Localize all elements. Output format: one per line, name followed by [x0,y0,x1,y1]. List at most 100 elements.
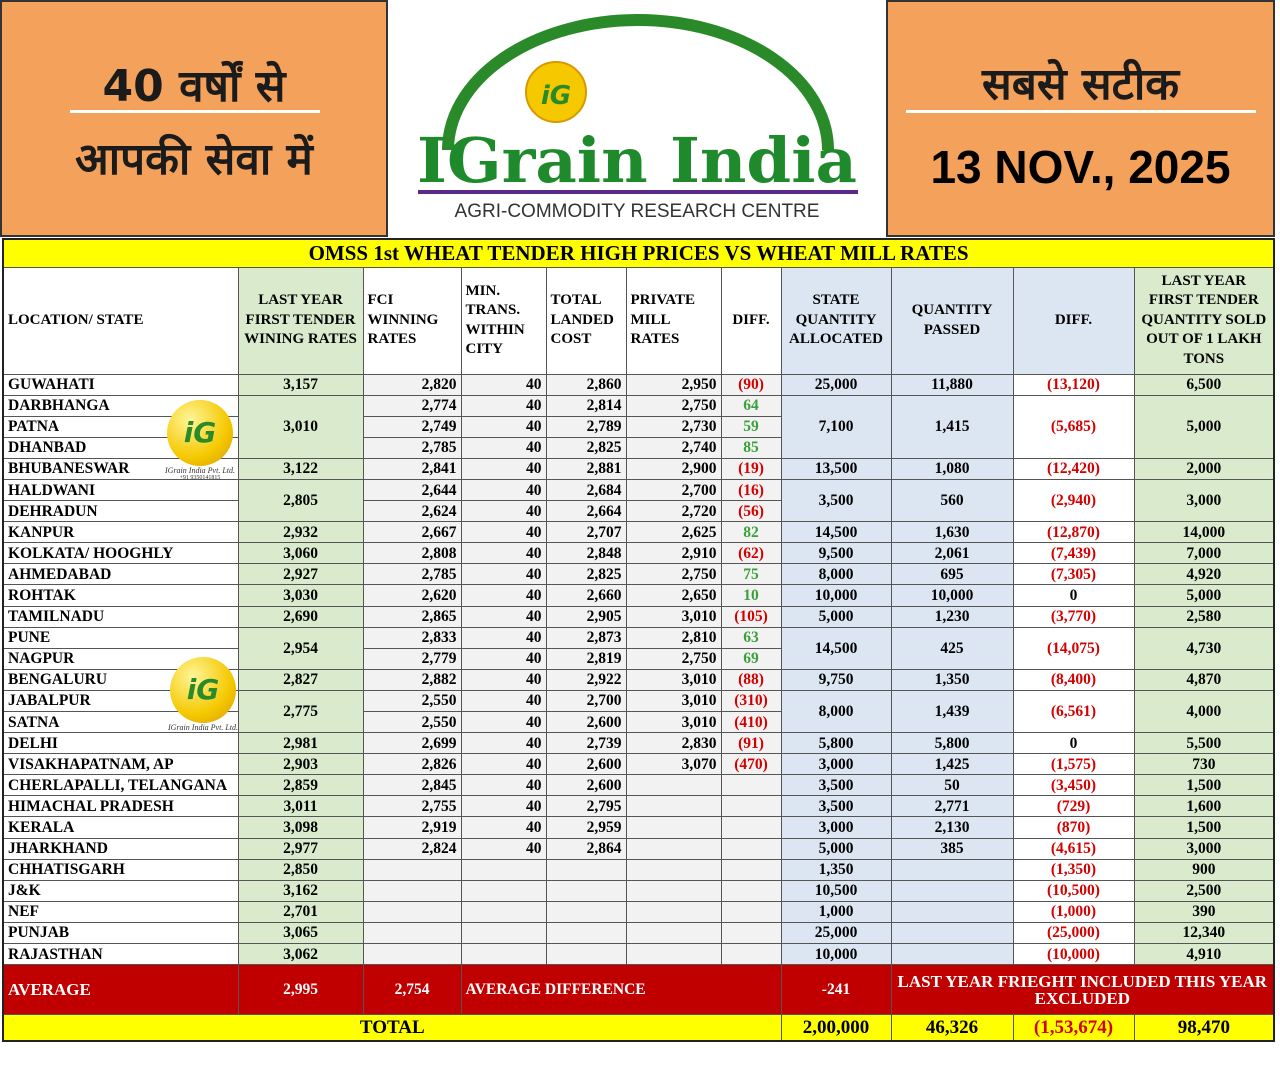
last-year-rate: 3,122 [237,457,364,480]
logo-art: iG IGrain India AGRI-COMMODITY RESEARCH … [417,14,858,222]
rate-diff: 75 [720,563,782,586]
private-rate [625,900,722,923]
last-year-rate: 3,162 [237,879,364,902]
average-fci: 2,754 [362,964,462,1016]
table-title: OMSS 1st WHEAT TENDER HIGH PRICES VS WHE… [2,238,1275,268]
last-year-rate: 2,903 [237,753,364,776]
quantity-passed: 1,350 [890,668,1014,691]
rate-diff: (90) [720,373,782,396]
transport: 40 [460,689,547,713]
transport [460,921,547,945]
last-year-sold: 4,910 [1133,943,1275,966]
state-quantity: 1,000 [780,900,892,923]
transport [460,879,547,902]
quantity-diff: 0 [1012,732,1135,755]
rates-table: OMSS 1st WHEAT TENDER HIGH PRICES VS WHE… [2,238,1276,1042]
private-rate [625,921,722,945]
private-rate [625,795,722,818]
last-year-rate: 2,927 [237,563,364,586]
transport: 40 [460,647,547,670]
transport: 40 [460,394,547,417]
last-year-sold: 900 [1133,858,1275,881]
landed-cost: 2,789 [545,415,627,438]
quantity-passed: 1,439 [890,689,1014,734]
private-rate: 2,750 [625,394,722,417]
quantity-diff: (729) [1012,795,1135,818]
header-row: LOCATION/ STATE LAST YEAR FIRST TENDER WI… [2,266,1275,375]
quantity-diff: (4,615) [1012,837,1135,860]
data-row: CHERLAPALLI, TELANGANA 2,859 2,845 40 2,600 3… [2,774,1275,797]
landed-cost [545,900,627,923]
quantity-diff: (7,439) [1012,542,1135,565]
location: PUNE [2,626,239,649]
quantity-diff: (3,770) [1012,605,1135,628]
state-quantity: 3,000 [780,816,892,839]
landed-cost [545,858,627,881]
rate-diff: 10 [720,584,782,607]
landed-cost: 2,795 [545,795,627,818]
last-year-rate: 2,805 [237,478,364,523]
quantity-diff: (14,075) [1012,626,1135,670]
average-label: AVERAGE [2,964,239,1016]
watermark-badge: iG [170,657,236,723]
last-year-rate: 2,932 [237,521,364,544]
quantity-passed: 2,130 [890,816,1014,839]
data-row: TAMILNADU 2,690 2,865 40 2,905 3,010 (105) 5,00… [2,605,1275,628]
quantity-passed [890,858,1014,881]
private-rate [625,774,722,797]
fci-rate: 2,820 [362,373,462,396]
landed-cost: 2,959 [545,816,627,839]
last-year-rate: 3,157 [237,373,364,396]
last-year-sold: 4,870 [1133,668,1275,691]
fci-rate: 2,785 [362,563,462,586]
total-label: TOTAL [2,1014,782,1042]
data-row: VISAKHAPATNAM, AP 2,903 2,826 40 2,600 3,070(… [2,753,1275,776]
quantity-diff: (6,561) [1012,689,1135,734]
fci-rate [362,921,462,945]
report-date: 13 NOV., 2025 [930,141,1231,193]
column-header: MIN. TRANS. WITHIN CITY [460,266,547,375]
landed-cost: 2,881 [545,457,627,480]
logo-badge: iG [541,81,571,111]
fci-rate: 2,620 [362,584,462,607]
fci-rate: 2,824 [362,837,462,860]
location: RAJASTHAN [2,943,239,966]
logo-arc [442,14,834,151]
quantity-diff: (7,305) [1012,563,1135,586]
average-rate: 2,995 [237,964,364,1016]
location: NEF [2,900,239,923]
quantity-diff: (1,350) [1012,858,1135,881]
location: AHMEDABAD [2,563,239,586]
quantity-diff: (3,450) [1012,774,1135,797]
landed-cost: 2,814 [545,394,627,417]
quantity-diff: (25,000) [1012,921,1135,945]
transport [460,900,547,923]
rate-diff: (62) [720,542,782,565]
last-year-rate: 2,859 [237,774,364,797]
column-header: FCI WINNING RATES [362,266,462,375]
last-year-sold: 14,000 [1133,521,1275,544]
private-rate: 2,810 [625,626,722,649]
total-diff: (1,53,674) [1012,1014,1135,1042]
transport: 40 [460,605,547,628]
data-row: PUNE 2,954 2,833 40 2,873 2,810 63 14,500 425 (14… [2,626,1275,670]
last-year-rate: 3,030 [237,584,364,607]
landed-cost: 2,600 [545,710,627,734]
private-rate: 2,900 [625,457,722,480]
logo-tagline: AGRI-COMMODITY RESEARCH CENTRE [455,201,820,222]
watermark: iG IGrain India Pvt. Ltd. [148,657,258,732]
private-rate: 2,910 [625,542,722,565]
rate-diff [720,795,782,818]
quantity-passed [890,900,1014,923]
quantity-passed: 1,630 [890,521,1014,544]
fci-rate: 2,550 [362,710,462,734]
location: DEHRADUN [2,500,239,523]
state-quantity: 10,500 [780,879,892,902]
private-rate: 3,010 [625,689,722,713]
rate-diff: (56) [720,500,782,523]
divider [70,110,320,113]
private-rate: 3,010 [625,710,722,734]
quantity-diff: (12,870) [1012,521,1135,544]
average-row: AVERAGE 2,995 2,754 AVERAGE DIFFERENCE -241 L… [2,964,1275,1016]
